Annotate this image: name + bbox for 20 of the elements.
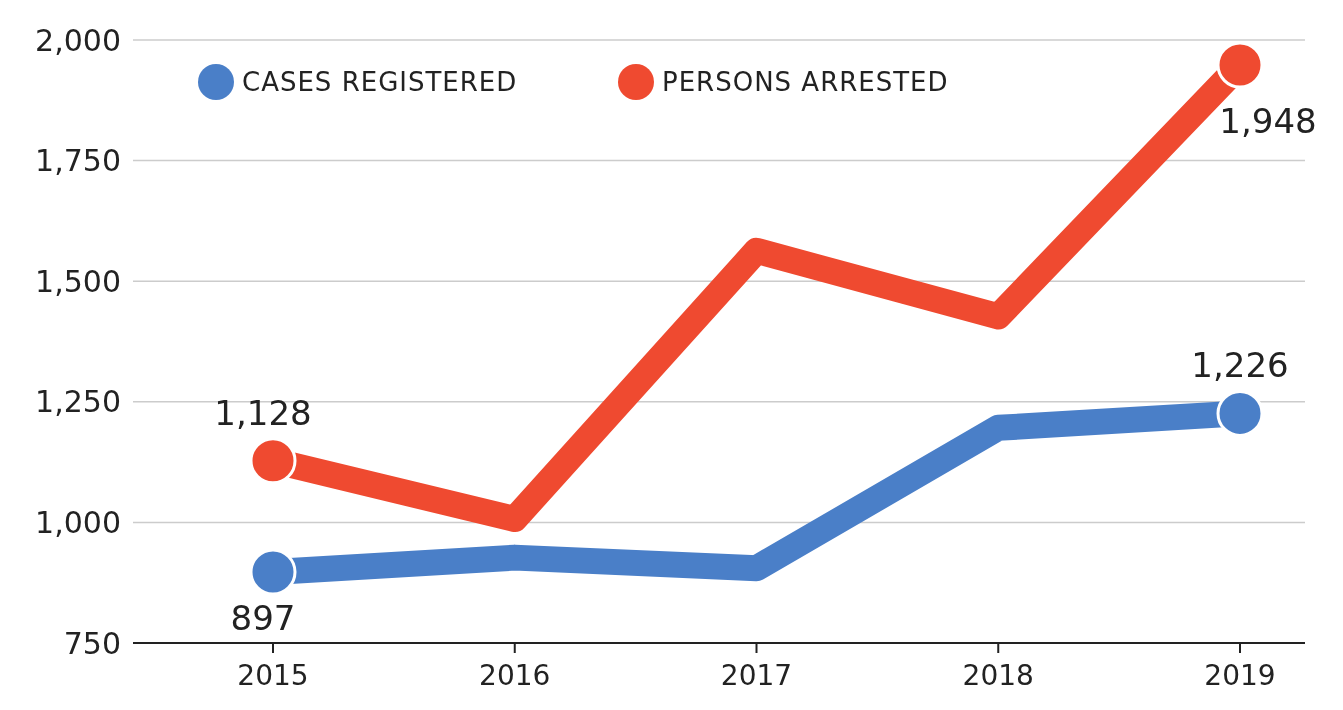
- y-tick-label: 1,500: [35, 263, 121, 299]
- point: [1216, 41, 1264, 89]
- data-label: 897: [230, 598, 296, 639]
- x-tick-label: 2019: [1204, 659, 1276, 692]
- y-tick-label: 750: [63, 625, 121, 661]
- y-tick-label: 1,750: [35, 143, 121, 179]
- data-label: 1,128: [214, 392, 312, 433]
- point: [249, 437, 297, 485]
- x-tick-label: 2018: [962, 659, 1034, 692]
- point: [249, 548, 297, 596]
- x-tick-label: 2017: [720, 659, 793, 692]
- legend-label: CASES REGISTERED: [242, 67, 518, 98]
- y-tick-label: 1,250: [35, 384, 121, 420]
- y-tick-label: 1,000: [35, 504, 121, 540]
- x-tick-label: 2016: [479, 659, 551, 692]
- legend-label: PERSONS ARRESTED: [662, 67, 949, 98]
- x-tick-label: 2015: [237, 659, 309, 692]
- data-label: 1,226: [1191, 345, 1289, 386]
- y-tick-label: 2,000: [35, 22, 121, 58]
- data-label: 1,948: [1219, 101, 1317, 142]
